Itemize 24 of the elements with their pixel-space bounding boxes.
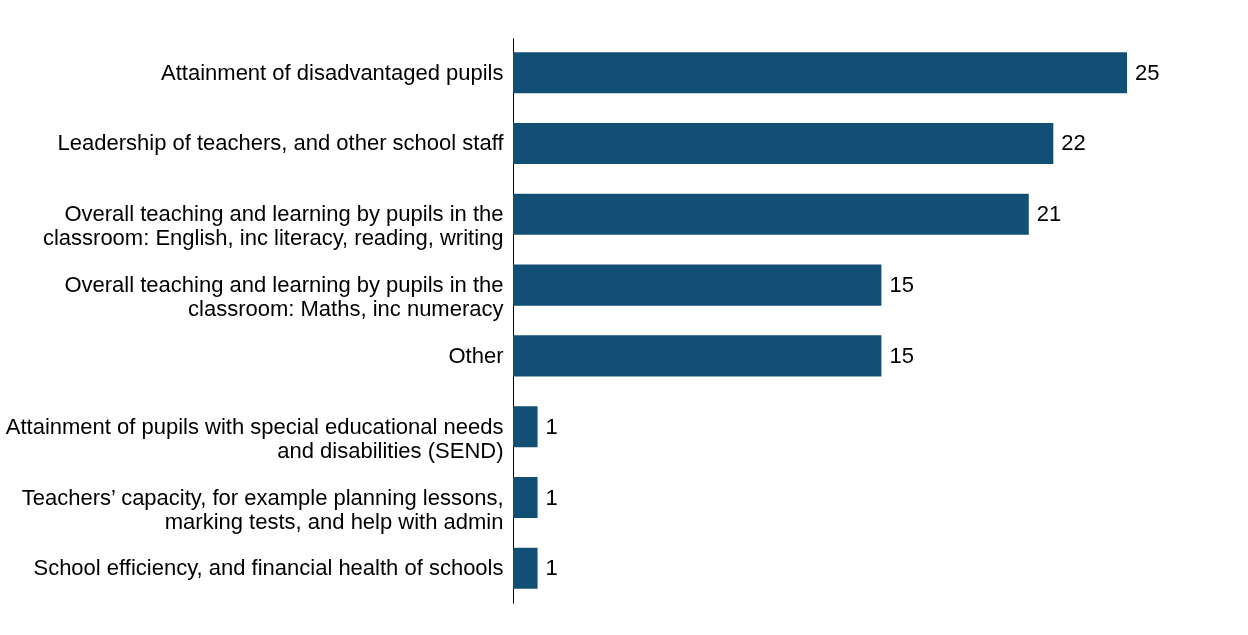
data-label: 15 — [889, 272, 914, 298]
bar — [513, 193, 1029, 235]
y-tick-label: Attainment of pupils with special educational needs and disabilities (SEND) — [5, 413, 504, 463]
data-label: 22 — [1061, 130, 1086, 156]
bar — [513, 476, 538, 519]
bar — [513, 406, 538, 448]
y-tick-label: Overall teaching and learning by pupils in the classroom: English, inc literacy, reading, writing — [42, 201, 504, 251]
bar — [513, 52, 1127, 94]
y-tick-label: Leadership of teachers, and other school staff — [57, 130, 505, 156]
y-tick-label: School efficiency, and financial health of schools — [33, 555, 504, 581]
y-tick-label: Other — [448, 342, 504, 368]
data-label: 25 — [1135, 59, 1160, 85]
bar — [513, 547, 538, 589]
bar — [513, 122, 1054, 165]
data-label: 1 — [545, 555, 558, 581]
data-label: 1 — [545, 484, 558, 510]
data-label: 15 — [889, 342, 914, 368]
bar — [513, 335, 882, 377]
y-tick-label: Overall teaching and learning by pupils in the classroom: Maths, inc numeracy — [64, 272, 504, 322]
y-tick-label: Teachers’ capacity, for example planning lessons, marking tests, and help with admin — [21, 484, 504, 534]
y-tick-label: Attainment of disadvantaged pupils — [161, 59, 504, 85]
bar — [513, 264, 882, 306]
data-label: 1 — [545, 413, 558, 439]
data-label: 21 — [1036, 201, 1062, 227]
